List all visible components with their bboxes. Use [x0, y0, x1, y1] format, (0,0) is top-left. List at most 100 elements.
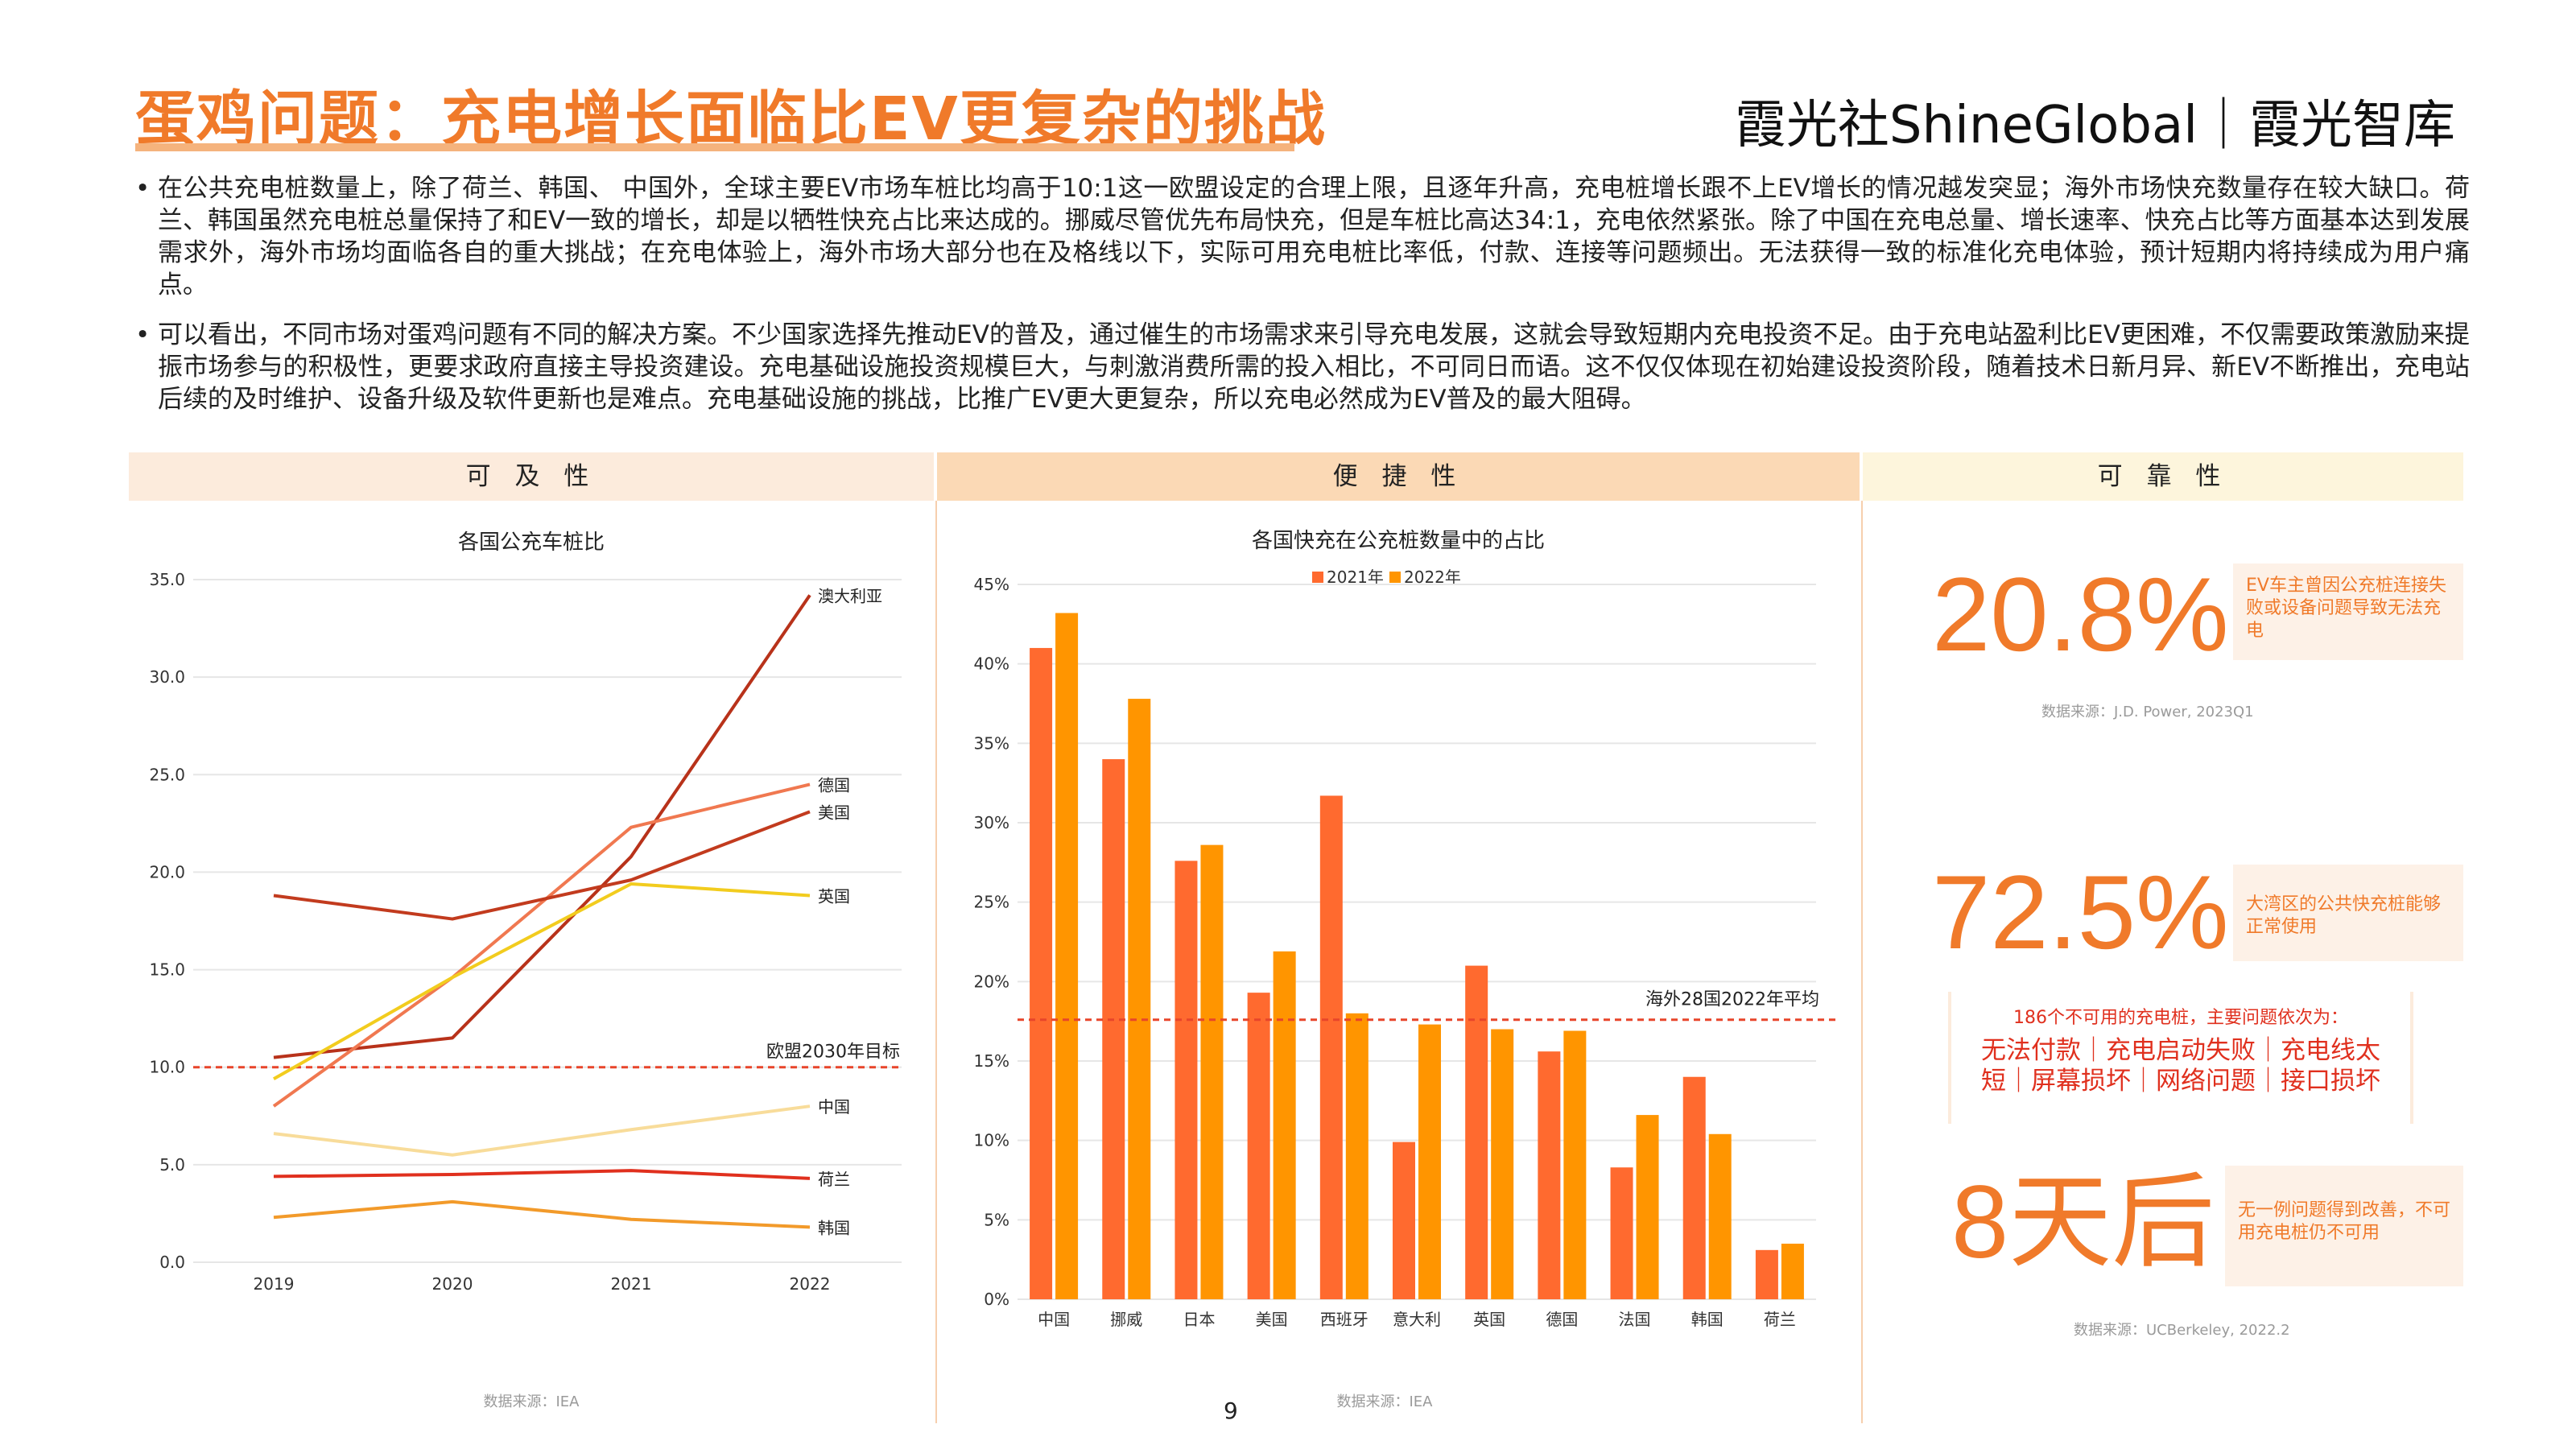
- stat-3-source: 数据来源：UCBerkeley, 2022.2: [2074, 1322, 2290, 1339]
- page-number: 9: [1224, 1397, 1238, 1424]
- legend-swatch: [1389, 572, 1401, 583]
- x-tick-label: 2021: [611, 1274, 652, 1294]
- bar: [1319, 795, 1343, 1299]
- bar: [1128, 699, 1151, 1299]
- series-line-4: [273, 1104, 811, 1157]
- y-tick-label: 0%: [984, 1290, 1009, 1309]
- y-tick-label: 5.0: [159, 1155, 185, 1174]
- y-tick-label: 30.0: [149, 667, 185, 687]
- bar-chart-grid: 0% 5% 10% 15% 20% 25% 30% 35% 40% 45%: [974, 575, 1816, 1309]
- stat-2-value: 72.5%: [1932, 853, 2229, 971]
- series-line-2: [273, 810, 811, 921]
- bar: [1491, 1029, 1514, 1299]
- bar-chart: 各国快充在公充桩数量中的占比 2021年 2022年 0%5%10%15%20%2…: [974, 529, 1840, 1410]
- bar: [1418, 1024, 1441, 1299]
- bar: [1465, 965, 1488, 1299]
- series-label: 中国: [818, 1097, 850, 1117]
- series-label: 美国: [818, 803, 850, 822]
- line-chart-source: 数据来源：IEA: [484, 1393, 580, 1410]
- line-chart-series: [272, 594, 811, 1229]
- x-tick-label: 挪威: [1110, 1310, 1142, 1329]
- bullet-1-text: 在公共充电桩数量上，除了荷兰、韩国、 中国外，全球主要EV市场车桩比均高于10:…: [158, 174, 2470, 299]
- series-line-3: [273, 881, 811, 1080]
- section-accessibility: 可 及 性: [129, 452, 934, 501]
- bar: [1055, 613, 1079, 1299]
- bar: [1102, 759, 1125, 1299]
- stat-3-value: 8天后: [1951, 1165, 2215, 1280]
- bar: [1393, 1141, 1415, 1299]
- y-tick-label: 25%: [974, 893, 1009, 912]
- bar: [1200, 844, 1224, 1299]
- y-tick-label: 15%: [974, 1051, 1009, 1071]
- x-tick-label: 2020: [432, 1274, 473, 1294]
- x-tick-label: 法国: [1619, 1310, 1651, 1329]
- bar: [1610, 1167, 1633, 1299]
- y-tick-label: 10.0: [149, 1058, 185, 1077]
- legend-swatch: [1312, 572, 1323, 583]
- bar: [1682, 1076, 1706, 1299]
- x-tick-label: 韩国: [1691, 1310, 1724, 1329]
- section-convenience: 便 捷 性: [937, 452, 1860, 501]
- x-tick-label: 英国: [1473, 1310, 1505, 1329]
- stat-1-source: 数据来源：J.D. Power, 2023Q1: [2041, 704, 2254, 720]
- bar: [1273, 951, 1296, 1299]
- stat-2-note: 大湾区的公共快充桩能够正常使用: [2233, 865, 2463, 961]
- y-tick-label: 20%: [974, 972, 1009, 991]
- series-label: 德国: [818, 775, 850, 795]
- bar-chart-title: 各国快充在公充桩数量中的占比: [1252, 529, 1545, 553]
- y-tick-label: 0.0: [159, 1253, 185, 1272]
- reference-line-label: 欧盟2030年目标: [766, 1042, 900, 1063]
- x-tick-label: 2019: [254, 1274, 295, 1294]
- line-chart-grid: 0.0 5.0 10.0 15.0 20.0 25.0 30.0 35.0 2019 2020 20…: [149, 570, 902, 1294]
- series-line-6: [273, 1199, 811, 1229]
- y-tick-label: 30%: [974, 813, 1009, 832]
- section-divider: [1861, 501, 1863, 1423]
- bullet-2: • 可以看出，不同市场对蛋鸡问题有不同的解决方案。不少国家选择先推动EV的普及，…: [135, 319, 2470, 415]
- bar: [1345, 1013, 1368, 1299]
- line-chart: 各国公充车桩比 0.0 5.0 10.0 15.0 20.0 25.0 30.0 35.0 20…: [149, 530, 902, 1410]
- y-tick-label: 15.0: [149, 960, 185, 980]
- section-divider: [935, 501, 937, 1423]
- series-label: 澳大利亚: [818, 586, 882, 605]
- bar-chart-reference: 海外28国2022年平均: [1018, 990, 1840, 1022]
- y-tick-label: 10%: [974, 1131, 1009, 1150]
- bar: [1636, 1115, 1659, 1299]
- title-underline: [135, 143, 1294, 151]
- bar: [1030, 647, 1053, 1299]
- x-tick-label: 美国: [1256, 1310, 1288, 1329]
- bar: [1708, 1133, 1732, 1299]
- y-tick-label: 35%: [974, 733, 1009, 753]
- problems-box: 186个不可用的充电桩，主要问题依次为： 无法付款｜充电启动失败｜充电线太短｜屏…: [1948, 992, 2413, 1124]
- bar-chart-labels: 中国 挪威 日本 美国 西班牙 意大利 英国 德国 法国 韩国 荷兰: [1038, 1310, 1796, 1329]
- x-tick-label: 荷兰: [1764, 1310, 1796, 1329]
- y-tick-label: 20.0: [149, 862, 185, 881]
- x-tick-label: 2022: [790, 1274, 831, 1294]
- bullet-dot-icon: •: [135, 320, 151, 349]
- reference-line-label: 海外28国2022年平均: [1645, 990, 1819, 1010]
- series-line-1: [272, 782, 811, 1108]
- y-tick-label: 5%: [984, 1210, 1009, 1229]
- bar: [1174, 861, 1198, 1299]
- problems-title: 186个不可用的充电桩，主要问题依次为：: [2013, 1008, 2348, 1028]
- bullet-2-text: 可以看出，不同市场对蛋鸡问题有不同的解决方案。不少国家选择先推动EV的普及，通过…: [158, 320, 2470, 414]
- x-tick-label: 意大利: [1393, 1310, 1441, 1329]
- bar: [1538, 1051, 1561, 1299]
- problems-list: 无法付款｜充电启动失败｜充电线太短｜屏幕损坏｜网络问题｜接口损坏: [1981, 1036, 2380, 1096]
- x-tick-label: 中国: [1038, 1310, 1070, 1329]
- x-tick-label: 日本: [1183, 1310, 1215, 1329]
- stat-3-note: 无一例问题得到改善，不可用充电桩仍不可用: [2225, 1166, 2463, 1286]
- series-label: 英国: [818, 887, 850, 906]
- bar: [1563, 1030, 1587, 1299]
- bar-chart-source: 数据来源：IEA: [1337, 1393, 1434, 1410]
- bar-chart-bars: [1030, 613, 1804, 1299]
- bar: [1755, 1249, 1778, 1299]
- y-tick-label: 45%: [974, 575, 1009, 594]
- x-tick-label: 德国: [1546, 1310, 1578, 1329]
- bullet-1: • 在公共充电桩数量上，除了荷兰、韩国、 中国外，全球主要EV市场车桩比均高于1…: [135, 172, 2470, 301]
- page-title: 蛋鸡问题：充电增长面临比EV更复杂的挑战: [135, 85, 1327, 154]
- y-tick-label: 25.0: [149, 765, 185, 784]
- series-line-5: [273, 1169, 811, 1180]
- bar: [1247, 993, 1270, 1299]
- stat-1-note: EV车主曾因公充桩连接失败或设备问题导致无法充电: [2233, 564, 2463, 660]
